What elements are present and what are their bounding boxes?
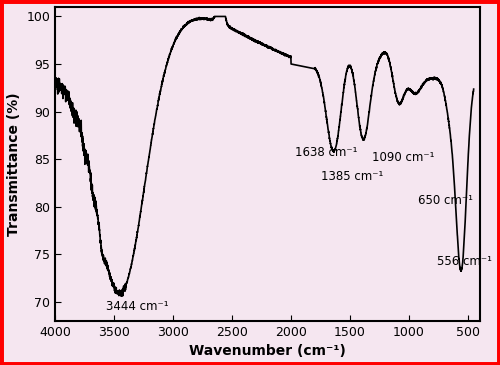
Y-axis label: Transmittance (%): Transmittance (%) xyxy=(7,92,21,235)
Text: 556 cm⁻¹: 556 cm⁻¹ xyxy=(436,255,492,268)
Text: 3444 cm⁻¹: 3444 cm⁻¹ xyxy=(106,300,169,313)
Text: 1385 cm⁻¹: 1385 cm⁻¹ xyxy=(321,170,384,183)
Text: 650 cm⁻¹: 650 cm⁻¹ xyxy=(418,193,473,207)
Text: 1090 cm⁻¹: 1090 cm⁻¹ xyxy=(372,151,434,164)
Text: 1638 cm⁻¹: 1638 cm⁻¹ xyxy=(295,146,358,159)
X-axis label: Wavenumber (cm⁻¹): Wavenumber (cm⁻¹) xyxy=(189,344,346,358)
